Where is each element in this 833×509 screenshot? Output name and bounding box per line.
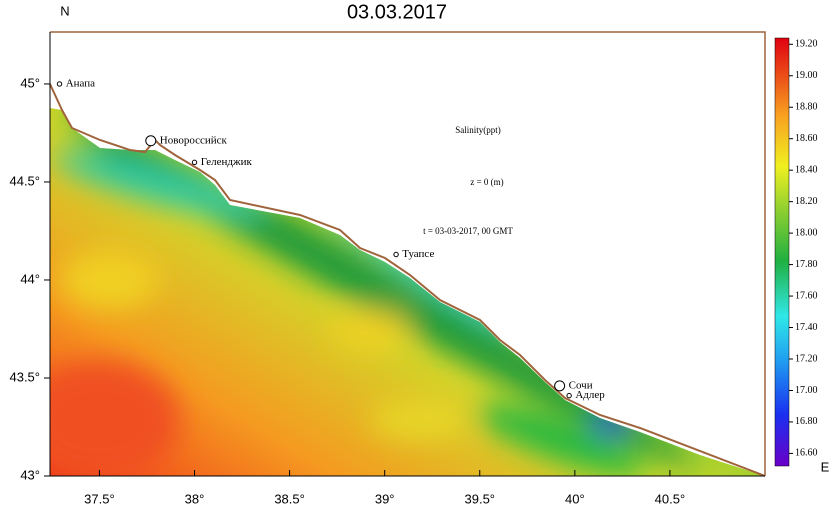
colorbar-label: 18.60 — [795, 133, 818, 144]
title: 03.03.2017 — [347, 1, 447, 23]
colorbar-label: 17.60 — [795, 290, 818, 301]
map-border — [50, 31, 766, 476]
colorbar-label: 18.40 — [795, 164, 818, 175]
city-label: Новороссийск — [160, 134, 228, 146]
colorbar-label: 16.60 — [795, 448, 818, 459]
y-tick-label: 43° — [20, 467, 40, 482]
colorbar-label: 18.80 — [795, 102, 818, 113]
city-marker — [145, 135, 157, 147]
city-label: Туапсе — [402, 248, 434, 260]
colorbar-label: 19.20 — [795, 39, 818, 50]
coastline — [49, 83, 766, 477]
city-marker — [566, 392, 572, 399]
city-marker — [393, 251, 399, 258]
colorbar-label: 17.20 — [795, 353, 818, 364]
city-marker — [56, 81, 63, 87]
city-label: Сочи — [569, 379, 593, 391]
colorbar-label: 16.80 — [795, 416, 818, 427]
x-tick-label: 37.5° — [84, 491, 115, 506]
city-label: Анапа — [66, 77, 95, 89]
y-tick-label: 44° — [20, 271, 40, 286]
x-tick-label: 40° — [565, 491, 585, 506]
colorbar-label: 17.40 — [795, 322, 818, 333]
city-marker — [191, 159, 198, 166]
city-label: Геленджик — [201, 156, 253, 168]
annotation: Salinity(ppt) — [455, 125, 501, 135]
y-tick-label: 44.5° — [9, 173, 40, 188]
x-tick-label: 38° — [185, 491, 205, 506]
annotation: z = 0 (m) — [470, 177, 503, 187]
x-tick-label: 39.5° — [465, 491, 496, 506]
y-tick-label: 43.5° — [9, 369, 40, 384]
colorbar — [774, 37, 790, 467]
colorbar-label: 18.20 — [795, 196, 818, 207]
north-label: N — [60, 3, 69, 18]
y-tick-label: 45° — [20, 75, 40, 90]
x-tick-label: 38.5° — [274, 491, 305, 506]
annotation: t = 03-03-2017, 00 GMT — [423, 226, 513, 236]
colorbar-label: 18.00 — [795, 227, 818, 238]
colorbar-label: 19.00 — [795, 70, 818, 81]
city-label: Адлер — [575, 389, 605, 401]
city-marker — [554, 380, 566, 392]
east-label: E — [821, 459, 830, 474]
colorbar-label: 17.00 — [795, 385, 818, 396]
x-tick-label: 40.5° — [655, 491, 686, 506]
x-tick-label: 39° — [375, 491, 395, 506]
salinity-field — [50, 108, 765, 476]
colorbar-label: 17.80 — [795, 259, 818, 270]
